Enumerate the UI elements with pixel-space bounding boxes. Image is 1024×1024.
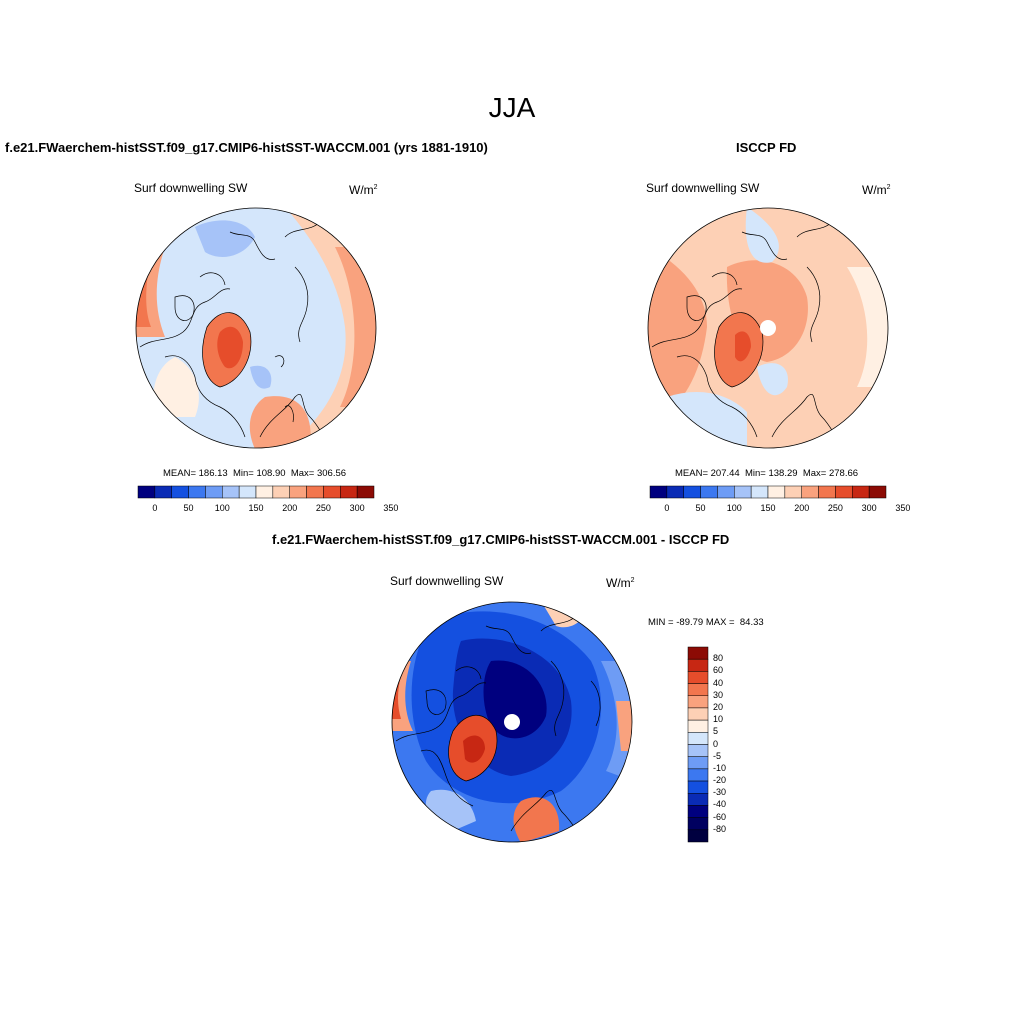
colorbar-tick-label: -30 [713, 787, 727, 798]
panel3-variable: Surf downwelling SW [390, 574, 504, 588]
colorbar-swatch [687, 768, 709, 782]
colorbar-tick-label: 60 [713, 665, 724, 676]
panel2-title: ISCCP FD [736, 140, 797, 155]
panel1-title: f.e21.FWaerchem-histSST.f09_g17.CMIP6-hi… [5, 140, 488, 155]
colorbar-swatch [687, 683, 709, 696]
panel3-units: W/m2 [606, 576, 635, 590]
colorbar-swatch [687, 817, 709, 831]
colorbar-tick-label: 30 [713, 689, 724, 700]
panel1-map [135, 207, 377, 449]
colorbar-swatch [700, 485, 718, 499]
pole-hole-icon [504, 714, 520, 730]
colorbar-swatch [687, 829, 709, 843]
colorbar-swatch [356, 485, 375, 499]
panel3-colorbar [687, 646, 709, 843]
colorbar-tick-label: -20 [713, 775, 727, 786]
panel1-variable: Surf downwelling SW [134, 181, 248, 195]
colorbar-swatch [272, 485, 290, 499]
colorbar-tick-label: -5 [713, 750, 722, 761]
colorbar-swatch [306, 485, 324, 499]
colorbar-tick-label: 300 [861, 503, 877, 513]
panel2-map [647, 207, 889, 449]
panel3-title: f.e21.FWaerchem-histSST.f09_g17.CMIP6-hi… [272, 532, 730, 547]
colorbar-swatch [154, 485, 172, 499]
season-title: JJA [488, 92, 536, 123]
colorbar-tick-label: 80 [713, 653, 724, 664]
colorbar-swatch [784, 485, 802, 499]
colorbar-tick-label: 350 [895, 503, 911, 513]
colorbar-swatch [687, 671, 709, 684]
colorbar-tick-label: 150 [760, 503, 776, 513]
colorbar-swatch [687, 658, 709, 672]
colorbar-swatch [222, 485, 240, 499]
colorbar-tick-label: 5 [713, 726, 719, 737]
colorbar-swatch [323, 485, 341, 499]
colorbar-tick-label: 100 [726, 503, 742, 513]
pole-hole-icon [760, 320, 776, 336]
colorbar-tick-label: 350 [383, 503, 399, 513]
colorbar-swatch [687, 756, 709, 770]
panel1-units: W/m2 [349, 183, 378, 197]
colorbar-swatch [649, 485, 668, 499]
colorbar-swatch [767, 485, 786, 499]
colorbar-tick-label: 10 [713, 714, 724, 725]
colorbar-swatch [238, 485, 257, 499]
colorbar-swatch [687, 793, 709, 806]
panel2-variable: Surf downwelling SW [646, 181, 760, 195]
colorbar-swatch [687, 719, 709, 733]
colorbar-tick-label: 0 [713, 738, 719, 749]
colorbar-tick-label: 50 [695, 503, 706, 513]
panel2-colorbar [649, 485, 887, 499]
colorbar-tick-label: 300 [349, 503, 365, 513]
colorbar-swatch [683, 485, 701, 499]
panel1-stats: MEAN= 186.13 Min= 108.90 Max= 306.56 [163, 468, 347, 479]
colorbar-swatch [750, 485, 769, 499]
colorbar-tick-label: -40 [713, 799, 727, 810]
colorbar-swatch [734, 485, 752, 499]
colorbar-swatch [818, 485, 836, 499]
panel3-map [391, 601, 633, 843]
colorbar-tick-label: 250 [827, 503, 843, 513]
colorbar-swatch [801, 485, 819, 499]
colorbar-swatch [852, 485, 870, 499]
colorbar-tick-label: -80 [713, 823, 727, 834]
colorbar-swatch [687, 732, 709, 745]
colorbar-swatch [717, 485, 735, 499]
colorbar-tick-label: 250 [315, 503, 331, 513]
panel3-stats: MIN = -89.79 MAX = 84.33 [648, 617, 764, 628]
colorbar-tick-label: 20 [713, 701, 724, 712]
panel2-units: W/m2 [862, 183, 891, 197]
colorbar-swatch [340, 485, 358, 499]
colorbar-swatch [835, 485, 853, 499]
colorbar-swatch [666, 485, 684, 499]
colorbar-swatch [289, 485, 307, 499]
panel2-stats: MEAN= 207.44 Min= 138.29 Max= 278.66 [675, 468, 859, 479]
colorbar-swatch [205, 485, 223, 499]
colorbar-swatch [687, 744, 709, 757]
colorbar-swatch [687, 805, 709, 818]
colorbar-swatch [687, 780, 709, 794]
colorbar-tick-label: -60 [713, 811, 727, 822]
colorbar-tick-label: 50 [183, 503, 194, 513]
colorbar-swatch [255, 485, 274, 499]
colorbar-swatch [687, 646, 709, 660]
colorbar-tick-label: 0 [152, 503, 158, 513]
colorbar-tick-label: 150 [248, 503, 264, 513]
colorbar-swatch [188, 485, 206, 499]
colorbar-swatch [171, 485, 189, 499]
colorbar-tick-label: 40 [713, 677, 724, 688]
colorbar-swatch [868, 485, 887, 499]
colorbar-swatch [687, 695, 709, 709]
colorbar-tick-label: -10 [713, 762, 727, 773]
colorbar-tick-label: 200 [282, 503, 298, 513]
colorbar-tick-label: 100 [214, 503, 230, 513]
colorbar-swatch [687, 707, 709, 721]
colorbar-tick-label: 0 [664, 503, 670, 513]
panel1-colorbar [137, 485, 375, 499]
colorbar-tick-label: 200 [794, 503, 810, 513]
colorbar-swatch [137, 485, 156, 499]
